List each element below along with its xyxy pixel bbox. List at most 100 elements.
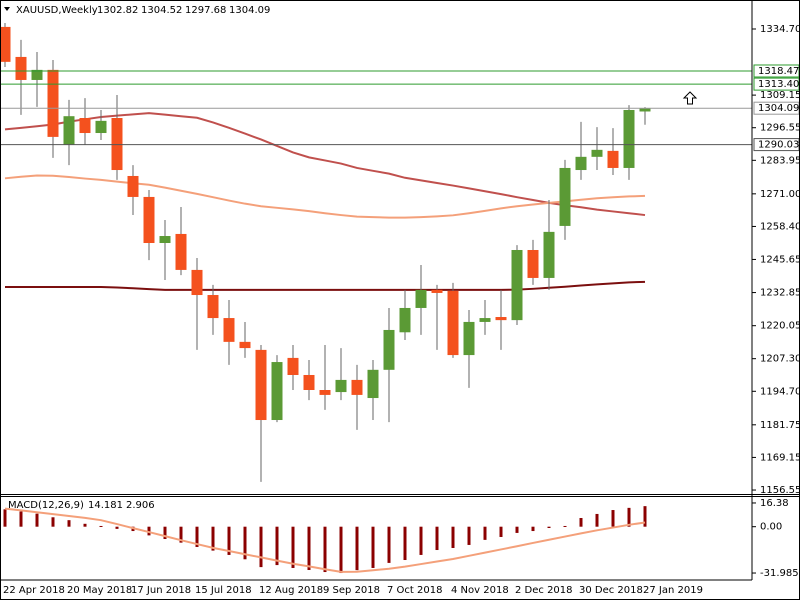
candle-body xyxy=(15,56,27,80)
macd-bar xyxy=(595,513,599,527)
candle-body xyxy=(95,120,107,134)
macd-bar xyxy=(643,506,647,527)
candle-body xyxy=(303,374,315,391)
candle-body xyxy=(431,289,443,293)
moving-average xyxy=(5,280,646,291)
macd-bar xyxy=(83,523,87,527)
candle-body xyxy=(511,249,523,321)
macd-bar xyxy=(627,507,631,527)
candle-body xyxy=(463,321,475,356)
macd-bar xyxy=(563,525,567,527)
candle-body xyxy=(575,156,587,171)
macd-bar xyxy=(307,526,311,571)
macd-bar xyxy=(115,526,119,529)
macd-bar xyxy=(387,526,391,563)
header-open: 1302.82 xyxy=(97,5,138,16)
macd-bar xyxy=(371,526,375,568)
macd-bar xyxy=(403,526,407,561)
candle-body xyxy=(543,231,555,278)
candle-body xyxy=(383,329,395,370)
y-tick-label: 1283.95 xyxy=(760,155,800,166)
macd-bar xyxy=(99,525,103,527)
candle-body xyxy=(47,69,59,137)
y-tick-label: -31.985 xyxy=(760,568,799,579)
y-tick-label: 1334.70 xyxy=(760,24,800,35)
macd-bar xyxy=(195,526,199,547)
macd-bar xyxy=(579,518,583,527)
macd-bar xyxy=(163,526,167,540)
price-label: 1318.47 xyxy=(758,66,799,77)
candle-body xyxy=(127,175,139,197)
macd-bar xyxy=(547,526,551,528)
x-tick-label: 20 May 2018 xyxy=(67,585,132,596)
macd-bar xyxy=(179,526,183,543)
x-tick-label: 27 Jan 2019 xyxy=(643,585,703,596)
macd-bar xyxy=(435,526,439,551)
x-tick-label: 4 Nov 2018 xyxy=(451,585,509,596)
candle-body xyxy=(111,118,123,171)
price-label: 1290.03 xyxy=(758,140,799,151)
y-tick-label: 1271.00 xyxy=(760,189,800,200)
macd-title: MACD(12,26,9) xyxy=(8,500,84,511)
x-tick-label: 9 Sep 2018 xyxy=(323,585,380,596)
macd-bar xyxy=(243,526,247,560)
macd-value: 14.181 xyxy=(88,500,123,511)
candle-body xyxy=(239,341,251,349)
moving-average xyxy=(4,174,646,219)
macd-bar xyxy=(483,526,487,540)
macd-bar xyxy=(339,526,343,574)
x-tick-label: 7 Oct 2018 xyxy=(387,585,442,596)
y-tick-label: 1194.70 xyxy=(760,386,800,397)
candle-body xyxy=(367,369,379,399)
macd-bar xyxy=(515,526,519,533)
candle-body xyxy=(479,318,491,322)
candle-body xyxy=(207,295,219,319)
x-tick-label: 12 Aug 2018 xyxy=(259,585,323,596)
candle-body xyxy=(31,69,43,80)
candle-body xyxy=(79,118,91,134)
macd-bar xyxy=(275,526,279,566)
x-tick-label: 2 Dec 2018 xyxy=(515,585,573,596)
candle-body xyxy=(415,289,427,308)
macd-bar xyxy=(259,526,263,568)
macd-bar xyxy=(531,526,535,532)
macd-bar xyxy=(451,526,455,548)
candle-body xyxy=(591,149,603,157)
candle-body xyxy=(191,269,203,296)
y-tick-label: 16.38 xyxy=(760,498,789,509)
y-tick-label: 1258.40 xyxy=(760,221,800,232)
macd-bar xyxy=(51,517,55,527)
candle-body xyxy=(351,379,363,395)
candle-body xyxy=(495,317,507,321)
y-tick-label: 1207.30 xyxy=(760,354,800,365)
y-tick-label: 1220.05 xyxy=(760,321,800,332)
x-tick-label: 22 Apr 2018 xyxy=(3,585,65,596)
candle-body xyxy=(447,290,459,356)
candle-body xyxy=(639,108,651,112)
macd-bar xyxy=(19,511,23,527)
candle-body xyxy=(607,150,619,168)
macd-bar xyxy=(419,526,423,555)
candle-body xyxy=(335,379,347,393)
header-low: 1297.68 xyxy=(185,5,226,16)
chart-title: XAUUSD,Weekly xyxy=(16,5,98,16)
candle-body xyxy=(255,349,267,421)
header-close: 1304.09 xyxy=(229,5,270,16)
candle-body xyxy=(63,116,75,145)
y-tick-label: 1232.85 xyxy=(760,288,800,299)
x-tick-label: 17 Jun 2018 xyxy=(131,585,191,596)
candle-body xyxy=(0,26,11,62)
candle-body xyxy=(271,362,283,421)
candle-body xyxy=(223,318,235,342)
up-arrow-icon xyxy=(682,91,698,105)
macd-bar xyxy=(3,509,7,527)
y-tick-label: 1309.15 xyxy=(760,90,800,101)
y-tick-label: 1296.55 xyxy=(760,123,800,134)
candle-body xyxy=(399,307,411,333)
y-tick-label: 1245.65 xyxy=(760,254,800,265)
macd-bar xyxy=(467,526,471,545)
candle-body xyxy=(559,167,571,226)
y-tick-label: 1181.75 xyxy=(760,420,800,431)
